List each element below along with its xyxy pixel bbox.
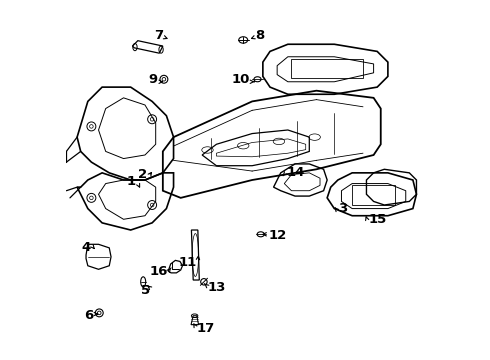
Text: 16: 16	[150, 265, 168, 278]
Text: 5: 5	[141, 284, 150, 297]
Text: 14: 14	[286, 166, 304, 179]
Text: 9: 9	[148, 73, 157, 86]
Text: 1: 1	[127, 175, 136, 188]
Text: 15: 15	[368, 213, 387, 226]
Text: 12: 12	[268, 229, 287, 242]
Text: 3: 3	[338, 202, 347, 215]
Text: 17: 17	[197, 322, 215, 335]
Text: 7: 7	[154, 29, 163, 42]
Text: 10: 10	[232, 73, 250, 86]
Text: 6: 6	[84, 309, 93, 322]
Text: 2: 2	[138, 168, 147, 181]
Bar	[352, 185, 395, 205]
Text: 8: 8	[256, 29, 265, 42]
Text: 11: 11	[178, 256, 197, 269]
Text: 4: 4	[81, 241, 91, 255]
Bar	[292, 59, 363, 78]
Text: 13: 13	[207, 281, 226, 294]
